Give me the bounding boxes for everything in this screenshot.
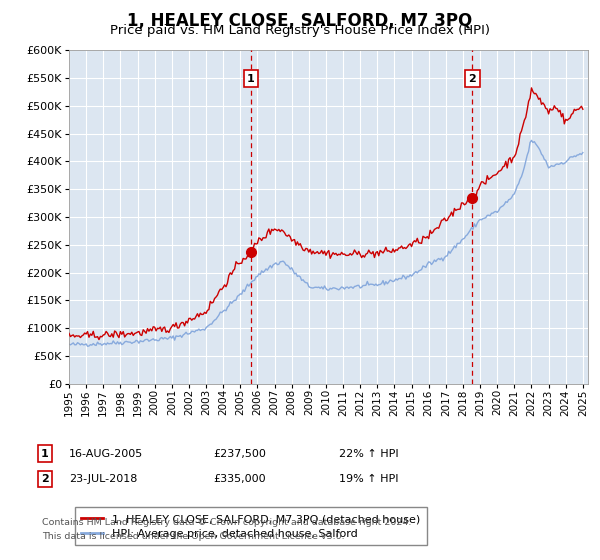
Text: 16-AUG-2005: 16-AUG-2005 [69, 449, 143, 459]
Text: 2: 2 [469, 74, 476, 84]
Legend: 1, HEALEY CLOSE, SALFORD, M7 3PQ (detached house), HPI: Average price, detached : 1, HEALEY CLOSE, SALFORD, M7 3PQ (detach… [74, 507, 427, 545]
Text: 23-JUL-2018: 23-JUL-2018 [69, 474, 137, 484]
Text: 1: 1 [41, 449, 49, 459]
Text: 2: 2 [41, 474, 49, 484]
Text: £237,500: £237,500 [213, 449, 266, 459]
Text: Price paid vs. HM Land Registry's House Price Index (HPI): Price paid vs. HM Land Registry's House … [110, 24, 490, 36]
Text: 22% ↑ HPI: 22% ↑ HPI [339, 449, 398, 459]
Text: 1: 1 [247, 74, 255, 84]
Text: This data is licensed under the Open Government Licence v3.0.: This data is licensed under the Open Gov… [42, 532, 344, 541]
Text: 1, HEALEY CLOSE, SALFORD, M7 3PQ: 1, HEALEY CLOSE, SALFORD, M7 3PQ [127, 12, 473, 30]
Text: 19% ↑ HPI: 19% ↑ HPI [339, 474, 398, 484]
Text: £335,000: £335,000 [213, 474, 266, 484]
Text: Contains HM Land Registry data © Crown copyright and database right 2024.: Contains HM Land Registry data © Crown c… [42, 518, 412, 527]
